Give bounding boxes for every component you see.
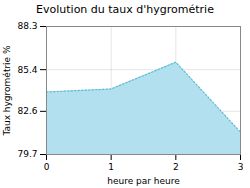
svg-text:0: 0 (44, 162, 50, 172)
svg-text:85.4: 85.4 (17, 65, 37, 75)
svg-text:heure par heure: heure par heure (107, 176, 180, 186)
svg-text:79.7: 79.7 (17, 149, 37, 159)
svg-text:88.3: 88.3 (17, 21, 37, 31)
svg-text:Taux hygrométrie %: Taux hygrométrie % (2, 45, 12, 137)
svg-text:82.6: 82.6 (17, 106, 37, 116)
svg-text:3: 3 (238, 162, 244, 172)
html-text:Evolution du taux d'hygrométri: Evolution du taux d'hygrométrie (36, 3, 214, 16)
svg-text:2: 2 (173, 162, 179, 172)
svg-text:1: 1 (108, 162, 114, 172)
